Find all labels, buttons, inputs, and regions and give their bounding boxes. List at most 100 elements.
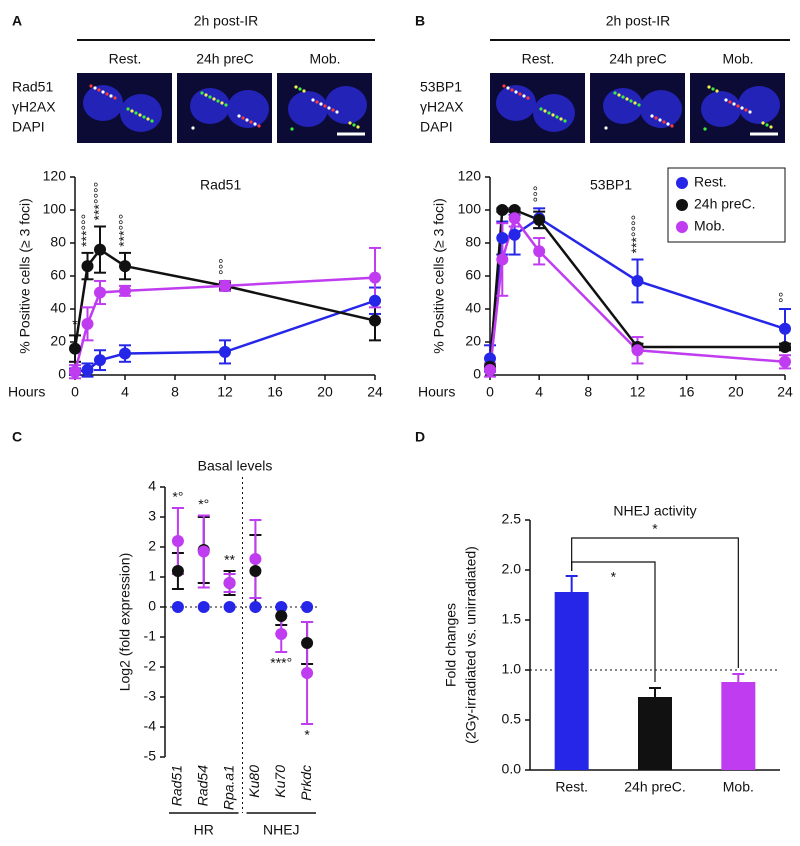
x-tick-label: Mob. — [723, 779, 754, 795]
data-point — [219, 279, 231, 292]
focus — [736, 104, 740, 108]
category-label: Rad51 — [169, 765, 185, 806]
y-tick-label: 100 — [43, 201, 67, 217]
x-tick-label: 24 — [367, 384, 383, 400]
focus — [654, 116, 658, 120]
significance: ***°°°° — [91, 182, 107, 221]
focus — [302, 89, 306, 93]
nucleus — [640, 90, 682, 128]
data-point — [223, 601, 236, 613]
focus — [241, 116, 245, 120]
significance: ***°°° — [78, 214, 94, 247]
data-point — [508, 204, 521, 216]
x-tick-label: 4 — [535, 384, 543, 400]
focus — [134, 111, 138, 115]
y-tick-label: 0.0 — [502, 761, 522, 777]
nucleus — [325, 86, 367, 124]
x-tick-label: 8 — [171, 384, 179, 400]
nucleus — [83, 85, 123, 121]
series-line — [488, 215, 786, 371]
data-point — [779, 340, 791, 353]
focus — [547, 111, 551, 115]
significance: *° — [172, 489, 183, 505]
legend-marker — [676, 221, 688, 233]
data-point — [171, 565, 184, 577]
y-tick-label: 2.0 — [502, 561, 522, 577]
chart-title: Basal levels — [198, 458, 273, 474]
data-point — [496, 204, 509, 216]
image-label: Rest. — [522, 51, 555, 67]
category-label: Rad54 — [194, 765, 210, 806]
data-point — [484, 364, 496, 377]
significance: ** — [224, 552, 235, 568]
focus — [761, 121, 765, 125]
channel-label: γH2AX — [12, 99, 56, 115]
data-point — [779, 355, 791, 368]
focus — [315, 100, 319, 104]
panel-letter: C — [12, 429, 22, 445]
y-axis-label: Log2 (fold expression) — [117, 553, 133, 692]
focus — [298, 87, 302, 91]
focus — [249, 120, 253, 124]
y-tick-label: 1 — [148, 568, 156, 584]
channel-label: γH2AX — [420, 99, 464, 115]
focus — [220, 101, 224, 105]
focus — [744, 108, 748, 112]
y-tick-label: 60 — [465, 267, 481, 283]
focus — [327, 106, 331, 110]
data-point — [779, 322, 791, 335]
x-tick-label: 12 — [217, 384, 233, 400]
focus — [253, 122, 257, 126]
x-tick-label: 24h preC. — [624, 779, 685, 795]
data-point — [275, 610, 288, 622]
data-point — [533, 213, 546, 226]
x-tick-label: 0 — [71, 384, 79, 400]
focus — [670, 124, 674, 128]
x-axis-label: Hours — [418, 384, 455, 400]
focus — [740, 106, 744, 110]
focus — [559, 117, 563, 121]
significance: * — [611, 569, 617, 585]
data-point — [249, 553, 262, 565]
focus — [257, 124, 261, 128]
focus — [142, 115, 146, 119]
y-tick-label: 0.5 — [502, 711, 522, 727]
data-point — [197, 545, 210, 558]
x-tick-label: 24 — [777, 384, 793, 400]
category-label: Rpa.a1 — [220, 765, 236, 810]
focus — [724, 98, 728, 102]
data-point — [508, 212, 521, 225]
y-tick-label: 20 — [465, 333, 481, 349]
comparison-bracket — [571, 537, 739, 668]
data-point — [119, 284, 131, 297]
y-tick-label: 0 — [148, 598, 156, 614]
focus — [555, 115, 559, 119]
focus — [563, 119, 567, 123]
image-label: Rest. — [109, 51, 142, 67]
y-tick-label: -4 — [144, 718, 157, 734]
data-point — [197, 601, 210, 613]
focus — [294, 85, 298, 89]
y-tick-label: 1.0 — [502, 661, 522, 677]
y-tick-label: -5 — [144, 748, 157, 764]
focus — [637, 103, 641, 107]
focus — [323, 104, 327, 108]
legend-marker — [676, 199, 688, 211]
y-axis-label: % Positive cells (≥ 3 foci) — [431, 198, 447, 354]
focus — [319, 102, 323, 106]
channel-label: Rad51 — [12, 79, 53, 95]
focus — [650, 114, 654, 118]
focus — [89, 84, 93, 88]
focus — [348, 121, 352, 125]
data-point — [81, 364, 94, 377]
x-tick-label: 16 — [267, 384, 283, 400]
data-point — [219, 345, 231, 358]
focus — [138, 113, 142, 117]
focus — [245, 118, 249, 122]
y-axis-label: (2Gy-irradiated vs. unirradiated) — [463, 546, 479, 744]
y-axis-label: Fold changes — [443, 603, 459, 687]
data-point — [171, 535, 184, 547]
focus — [97, 88, 101, 92]
focus — [224, 103, 228, 107]
focus — [208, 95, 212, 99]
